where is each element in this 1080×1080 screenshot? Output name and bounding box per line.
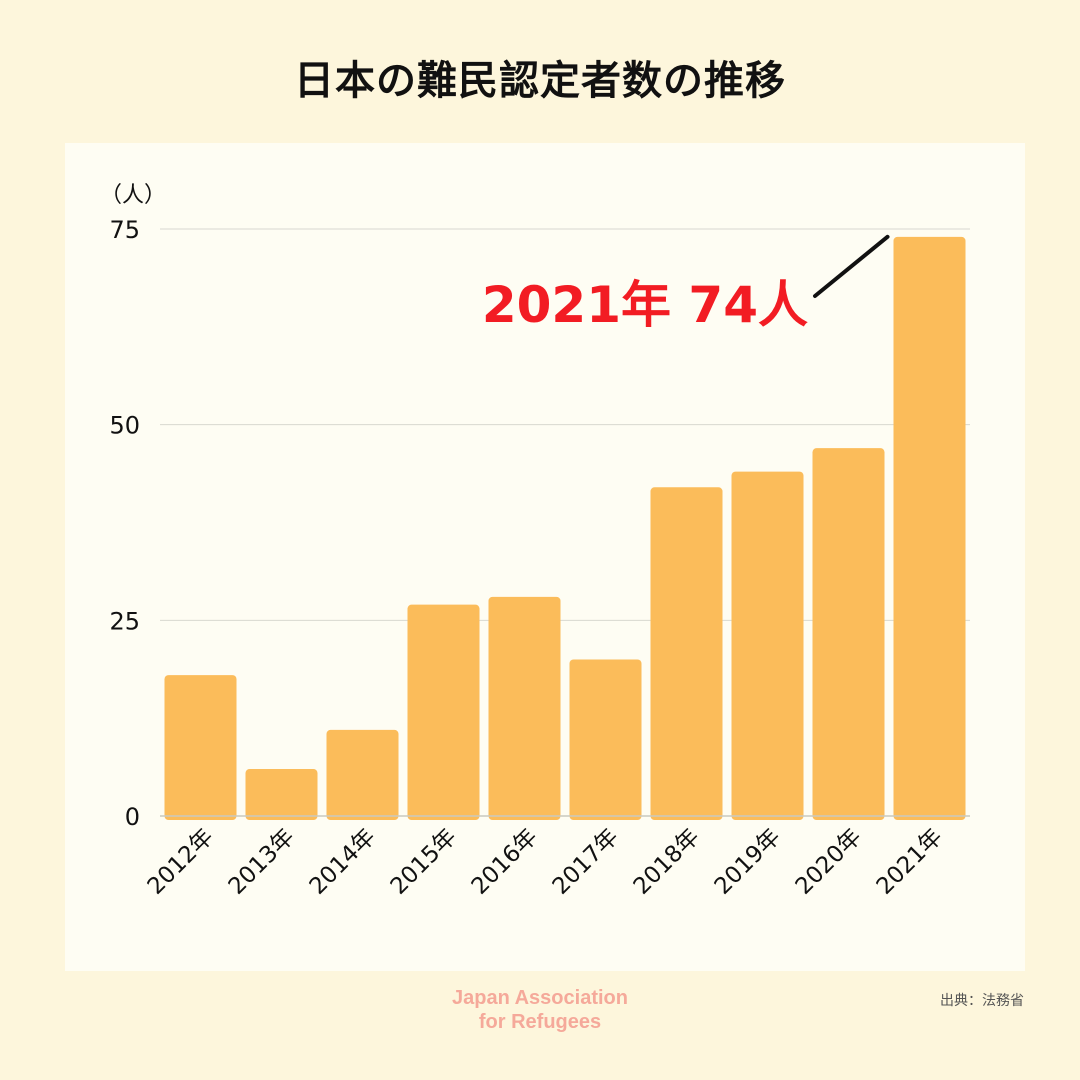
bar-2017年	[569, 659, 642, 820]
source-note: 出典：法務省	[940, 993, 1024, 1009]
y-tick-label: 0	[125, 803, 140, 831]
x-tick-label: 2016年	[467, 824, 543, 900]
annotation-label: 2021年 74人	[482, 276, 808, 334]
bar-2021年	[893, 236, 966, 820]
organization-logo: Japan Association for Refugees	[390, 986, 690, 1034]
x-tick-label: 2018年	[629, 824, 705, 900]
bar-2019年	[731, 471, 804, 820]
bar-2018年	[650, 487, 723, 820]
logo-line-2: for Refugees	[478, 1011, 602, 1033]
annotation-leader-line	[813, 234, 890, 298]
bar-2012年	[164, 675, 237, 820]
bar-2014年	[326, 729, 399, 820]
logo-line-1: Japan Association	[452, 987, 628, 1009]
bar-2020年	[812, 448, 885, 820]
bar-2016年	[488, 596, 561, 820]
bar-2015年	[407, 604, 480, 820]
chart-title: 日本の難民認定者数の推移	[294, 58, 786, 104]
x-tick-label: 2012年	[143, 824, 219, 900]
y-tick-label: 25	[109, 607, 140, 635]
y-tick-label: 50	[109, 412, 140, 440]
x-tick-label: 2017年	[548, 824, 624, 900]
x-tick-label: 2013年	[224, 824, 300, 900]
bars	[164, 236, 966, 820]
x-tick-label: 2021年	[872, 824, 948, 900]
bar-2013年	[245, 769, 318, 820]
y-tick-label: 75	[109, 216, 140, 244]
x-tick-label: 2015年	[386, 824, 462, 900]
y-axis-unit: （人）	[100, 183, 166, 208]
x-tick-label: 2014年	[305, 824, 381, 900]
x-tick-label: 2020年	[791, 824, 867, 900]
x-tick-label: 2019年	[710, 824, 786, 900]
